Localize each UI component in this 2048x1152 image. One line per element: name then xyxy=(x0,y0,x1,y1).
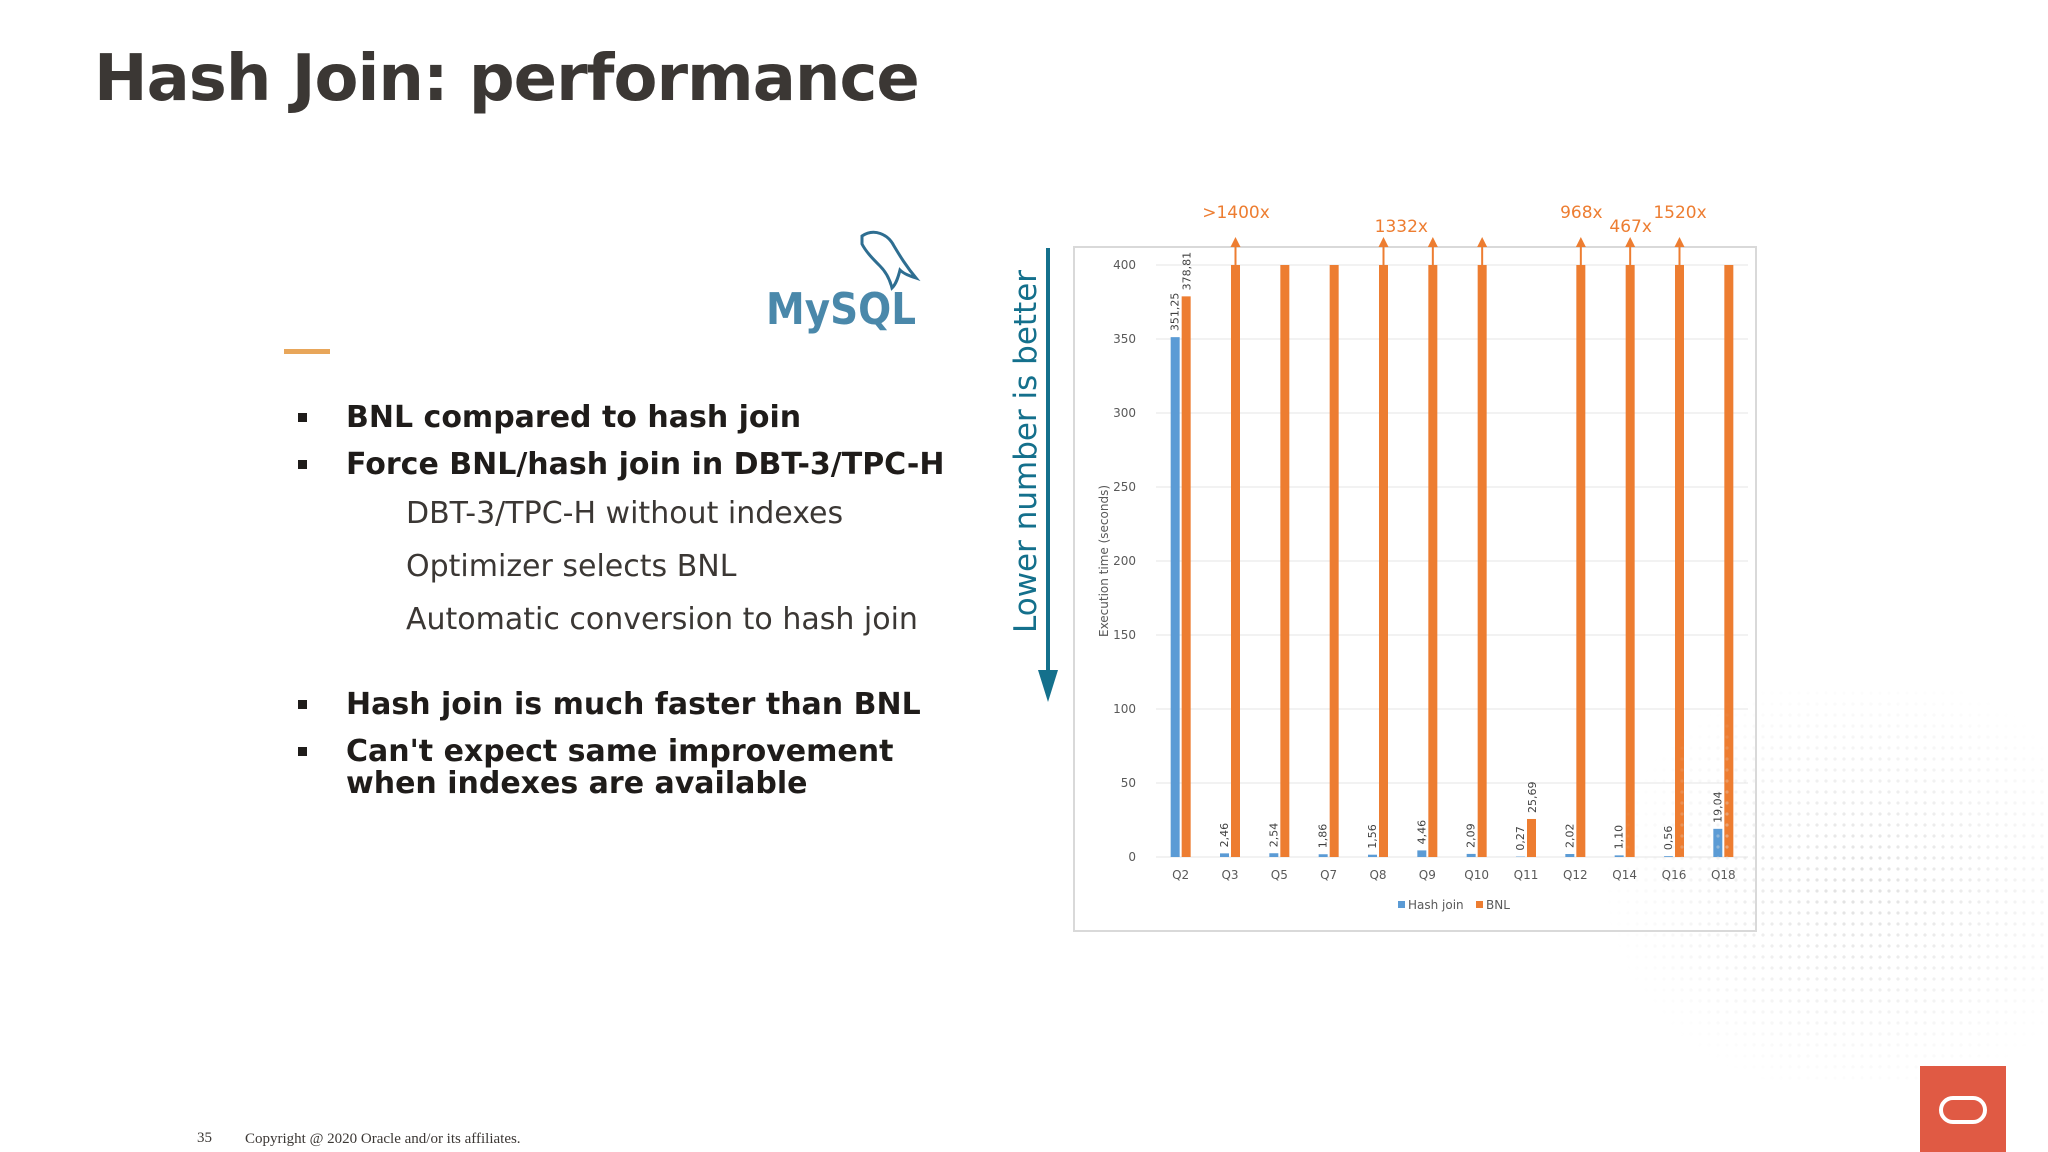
legend-label-bnl: BNL xyxy=(1486,898,1510,912)
bullet-marker xyxy=(298,747,307,756)
hash-join-data-label: 2,46 xyxy=(1218,823,1231,848)
lower-is-better-arrow: Lower number is better xyxy=(1008,248,1058,702)
speedup-annotation: >1400x xyxy=(1202,203,1270,223)
decorative-dot-pattern xyxy=(1580,690,2048,1080)
hash-join-bar xyxy=(1269,853,1279,857)
bnl-bar xyxy=(1675,265,1684,857)
hash-join-data-label: 0,27 xyxy=(1514,826,1527,851)
x-tick-label: Q7 xyxy=(1320,868,1337,882)
bnl-bar xyxy=(1181,296,1191,857)
y-tick-label: 350 xyxy=(1113,332,1136,346)
hash-join-data-label: 2,02 xyxy=(1563,824,1576,849)
bullet-text: Hash join is much faster than BNL xyxy=(346,687,921,722)
bnl-bar xyxy=(1625,265,1635,857)
bnl-bar xyxy=(1527,818,1536,857)
bnl-data-label: 378,81 xyxy=(1181,252,1194,291)
hash-join-bar xyxy=(1565,854,1575,857)
page-number: 35 xyxy=(197,1130,212,1146)
copyright-notice: Copyright @ 2020 Oracle and/or its affil… xyxy=(245,1131,521,1147)
bullet-item: Hash join is much faster than BNL xyxy=(298,689,978,721)
overflow-arrow-icon xyxy=(1477,237,1488,247)
overflow-arrow-icon xyxy=(1378,237,1389,247)
arrow-head-icon xyxy=(1038,670,1058,702)
bnl-bar xyxy=(1379,265,1388,857)
hash-join-bar xyxy=(1220,853,1229,857)
legend-swatch-hash-join xyxy=(1398,901,1405,908)
bullet-marker xyxy=(298,700,307,709)
accent-line xyxy=(284,349,330,354)
speedup-annotation: 968x xyxy=(1560,203,1603,223)
hash-join-data-label: 351,25 xyxy=(1169,293,1182,332)
y-tick-label: 250 xyxy=(1113,480,1136,494)
list-spacer xyxy=(298,655,978,689)
bullet-marker xyxy=(298,413,307,422)
y-tick-label: 400 xyxy=(1113,258,1136,272)
x-tick-label: Q2 xyxy=(1172,868,1189,882)
overflow-arrow-icon xyxy=(1625,237,1636,247)
y-tick-label: 300 xyxy=(1113,406,1136,420)
bullet-text: Can't expect same improvement when index… xyxy=(346,734,894,801)
logo-text: MySQL xyxy=(766,284,916,335)
y-tick-label: 50 xyxy=(1121,776,1136,790)
overflow-arrow-icon xyxy=(1230,237,1241,247)
bullet-item: Can't expect same improvement when index… xyxy=(298,736,978,800)
bullet-text: Force BNL/hash join in DBT-3/TPC-H xyxy=(346,447,945,482)
hash-join-bar xyxy=(1368,854,1377,857)
oracle-ring-icon xyxy=(1939,1096,1987,1124)
x-tick-label: Q3 xyxy=(1221,868,1238,882)
y-tick-label: 0 xyxy=(1128,850,1136,864)
sub-bullet: Optimizer selects BNL xyxy=(406,549,737,584)
overflow-arrow-icon xyxy=(1674,237,1685,247)
hash-join-data-label: 1,56 xyxy=(1366,824,1379,849)
speedup-annotation: 1332x xyxy=(1375,217,1428,237)
bullet-text: BNL compared to hash join xyxy=(346,400,802,435)
hash-join-bar xyxy=(1466,853,1476,857)
hash-join-bar xyxy=(1170,337,1180,857)
hash-join-data-label: 4,46 xyxy=(1415,820,1428,845)
hash-join-bar xyxy=(1417,850,1427,857)
legend-label-hash-join: Hash join xyxy=(1408,898,1464,912)
y-tick-label: 200 xyxy=(1113,554,1136,568)
bnl-bar xyxy=(1428,265,1438,857)
bnl-bar xyxy=(1329,265,1339,857)
y-tick-label: 150 xyxy=(1113,628,1136,642)
hash-join-data-label: 1,86 xyxy=(1317,824,1330,849)
bullet-item: BNL compared to hash join xyxy=(298,402,978,434)
oracle-logo xyxy=(1920,1066,2006,1152)
y-axis-label: Execution time (seconds) xyxy=(1097,485,1111,637)
x-tick-label: Q11 xyxy=(1514,868,1539,882)
x-tick-label: Q8 xyxy=(1369,868,1386,882)
sub-bullet: Automatic conversion to hash join xyxy=(406,602,918,637)
x-tick-label: Q5 xyxy=(1271,868,1288,882)
x-tick-label: Q10 xyxy=(1464,868,1489,882)
x-tick-label: Q9 xyxy=(1419,868,1436,882)
bullet-list: BNL compared to hash join Force BNL/hash… xyxy=(298,402,978,815)
bullet-item: Force BNL/hash join in DBT-3/TPC-H xyxy=(298,449,978,481)
sub-bullet: DBT-3/TPC-H without indexes xyxy=(406,496,844,531)
slide-title: Hash Join: performance xyxy=(94,42,920,116)
dolphin-icon xyxy=(860,230,921,291)
legend-swatch-bnl xyxy=(1476,901,1483,908)
speedup-annotation: 467x xyxy=(1609,217,1652,237)
mysql-logo: MySQL xyxy=(766,230,921,335)
bnl-bar xyxy=(1724,265,1734,857)
overflow-arrow-icon xyxy=(1427,237,1438,247)
bnl-bar xyxy=(1280,265,1290,857)
speedup-annotation: 1520x xyxy=(1653,203,1706,223)
hash-join-bar xyxy=(1318,854,1328,857)
overflow-arrow-icon xyxy=(1575,237,1586,247)
arrow-label: Lower number is better xyxy=(1008,270,1044,633)
bnl-bar xyxy=(1576,265,1586,857)
hash-join-data-label: 2,09 xyxy=(1465,823,1478,848)
hash-join-data-label: 2,54 xyxy=(1267,823,1280,848)
bnl-bar xyxy=(1477,265,1487,857)
y-tick-label: 100 xyxy=(1113,702,1136,716)
bullet-marker xyxy=(298,460,307,469)
bnl-data-label: 25,69 xyxy=(1526,781,1539,813)
bnl-bar xyxy=(1231,265,1240,857)
